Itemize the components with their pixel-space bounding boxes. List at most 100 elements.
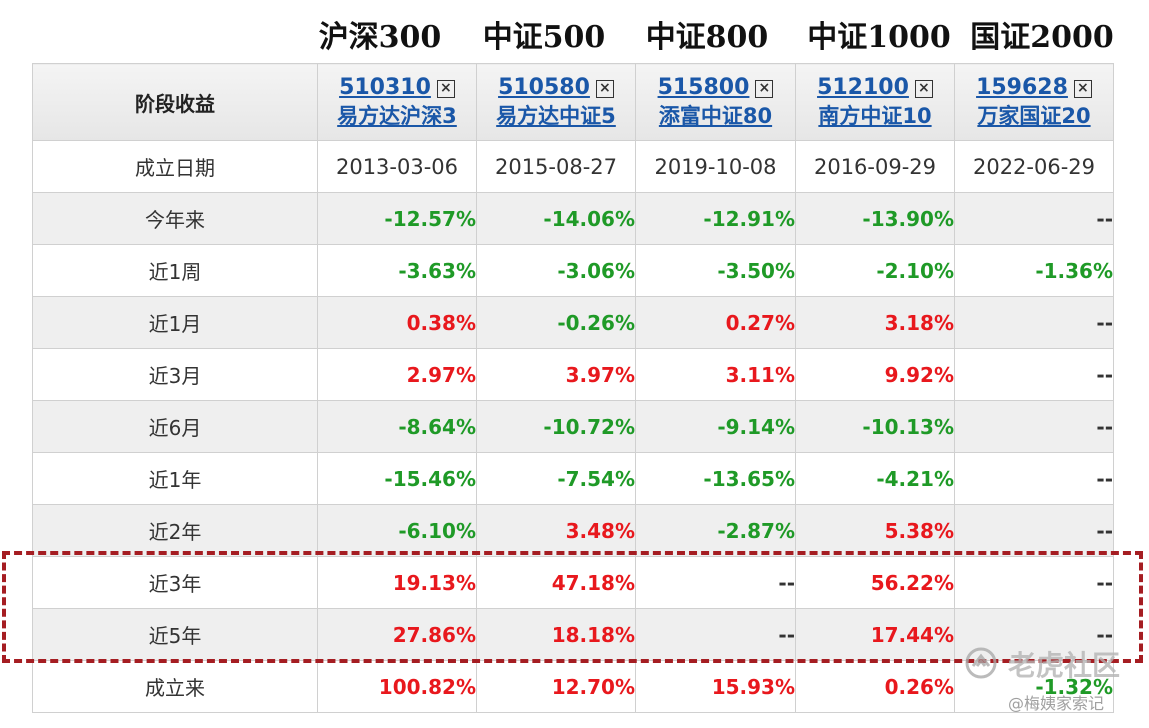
return-value: -2.87% [635,504,796,557]
fund-header: 510310 × 易方达沪深3 [317,63,477,141]
table-row: 近6月 -8.64% -10.72% -9.14% -10.13% -- [32,400,1114,453]
index-title: 国证2000 [970,20,1114,55]
close-box-icon[interactable]: × [436,80,455,98]
return-value: -- [954,296,1114,349]
fund-name-link[interactable]: 添富中证80 [658,104,773,128]
table-row: 近2年 -6.10% 3.48% -2.87% 5.38% -- [32,504,1114,557]
close-box-icon[interactable]: × [595,80,614,98]
inception-date: 2016-09-29 [795,140,955,193]
fund-code-link[interactable]: 515800 × [637,74,795,102]
table-row: 近3年 19.13% 47.18% -- 56.22% -- [32,556,1114,609]
return-value: -- [954,504,1114,557]
table-header-row: 阶段收益 510310 × 易方达沪深3 510580 × 易方达中证5 51580… [32,63,1114,141]
fund-code-link[interactable]: 510580 × [478,74,635,102]
return-value: 17.44% [795,608,955,661]
header-label: 阶段收益 [135,91,215,116]
return-value: -- [635,556,796,609]
table-row: 今年来 -12.57% -14.06% -12.91% -13.90% -- [32,192,1114,245]
table-row: 成立来 100.82% 12.70% 15.93% 0.26% -1.32% [32,660,1114,713]
return-value: -2.10% [795,244,955,297]
fund-name-link[interactable]: 万家国证20 [977,104,1091,128]
return-value: -7.54% [476,452,636,505]
return-value: 27.86% [317,608,477,661]
return-value: -8.64% [317,400,477,453]
return-value: -10.13% [795,400,955,453]
inception-date: 2022-06-29 [954,140,1114,193]
return-value: -0.26% [476,296,636,349]
return-value: 3.11% [635,348,796,401]
return-value: 9.92% [795,348,955,401]
return-value: 100.82% [317,660,477,713]
fund-header: 515800 × 添富中证80 [635,63,796,141]
inception-date: 2019-10-08 [635,140,796,193]
return-value: -13.90% [795,192,955,245]
return-value: -4.21% [795,452,955,505]
return-value: -13.65% [635,452,796,505]
return-value: 0.26% [795,660,955,713]
row-label: 近1周 [32,244,318,297]
table-row: 近3月 2.97% 3.97% 3.11% 9.92% -- [32,348,1114,401]
index-header: 沪深300 中证500 中证800 中证1000 国证2000 [0,0,1149,64]
fund-code[interactable]: 510310 [339,75,431,100]
return-value: -- [954,608,1114,661]
table-row: 近5年 27.86% 18.18% -- 17.44% -- [32,608,1114,661]
row-label: 近2年 [32,504,318,557]
return-value: -1.32% [954,660,1114,713]
table-row: 近1周 -3.63% -3.06% -3.50% -2.10% -1.36% [32,244,1114,297]
close-box-icon[interactable]: × [755,80,774,98]
return-value: -9.14% [635,400,796,453]
return-value: 56.22% [795,556,955,609]
header-label-cell: 阶段收益 [32,63,318,141]
return-value: -3.50% [635,244,796,297]
index-title: 中证1000 [807,20,951,55]
return-value: 0.38% [317,296,477,349]
fund-code[interactable]: 510580 [498,75,590,100]
return-value: -6.10% [317,504,477,557]
fund-header: 159628 × 万家国证20 [954,63,1114,141]
close-box-icon[interactable]: × [914,80,933,98]
row-label: 近3年 [32,556,318,609]
fund-name-link[interactable]: 南方中证10 [818,104,932,128]
fund-header: 510580 × 易方达中证5 [476,63,636,141]
row-label: 近6月 [32,400,318,453]
row-label: 成立日期 [32,140,318,193]
fund-header: 512100 × 南方中证10 [795,63,955,141]
table-row: 近1月 0.38% -0.26% 0.27% 3.18% -- [32,296,1114,349]
inception-date: 2013-03-06 [317,140,477,193]
fund-code[interactable]: 512100 [817,75,909,100]
return-value: 15.93% [635,660,796,713]
row-label: 今年来 [32,192,318,245]
fund-name-link[interactable]: 易方达沪深3 [337,104,457,128]
return-value: -3.06% [476,244,636,297]
return-value: -- [954,192,1114,245]
return-value: -15.46% [317,452,477,505]
index-title: 中证500 [482,20,606,55]
return-value: -10.72% [476,400,636,453]
fund-code[interactable]: 515800 [657,75,750,100]
inception-date-row: 成立日期 2013-03-06 2015-08-27 2019-10-08 20… [32,140,1114,193]
return-value: 12.70% [476,660,636,713]
return-value: 0.27% [635,296,796,349]
return-value: 2.97% [317,348,477,401]
return-value: 18.18% [476,608,636,661]
row-label: 近3月 [32,348,318,401]
return-value: -12.91% [635,192,796,245]
return-value: 3.97% [476,348,636,401]
return-value: 5.38% [795,504,955,557]
row-label: 近1年 [32,452,318,505]
return-value: -3.63% [317,244,477,297]
table-row: 近1年 -15.46% -7.54% -13.65% -4.21% -- [32,452,1114,505]
return-value: -- [954,556,1114,609]
close-box-icon[interactable]: × [1073,80,1092,98]
return-value: -- [635,608,796,661]
return-value: -- [954,348,1114,401]
fund-code[interactable]: 159628 [976,75,1068,100]
return-value: -- [954,452,1114,505]
row-label: 近5年 [32,608,318,661]
fund-name-link[interactable]: 易方达中证5 [496,104,616,128]
return-value: -14.06% [476,192,636,245]
inception-date: 2015-08-27 [476,140,636,193]
fund-code-link[interactable]: 512100 × [797,74,954,102]
fund-code-link[interactable]: 159628 × [956,74,1113,102]
fund-code-link[interactable]: 510310 × [319,74,476,102]
